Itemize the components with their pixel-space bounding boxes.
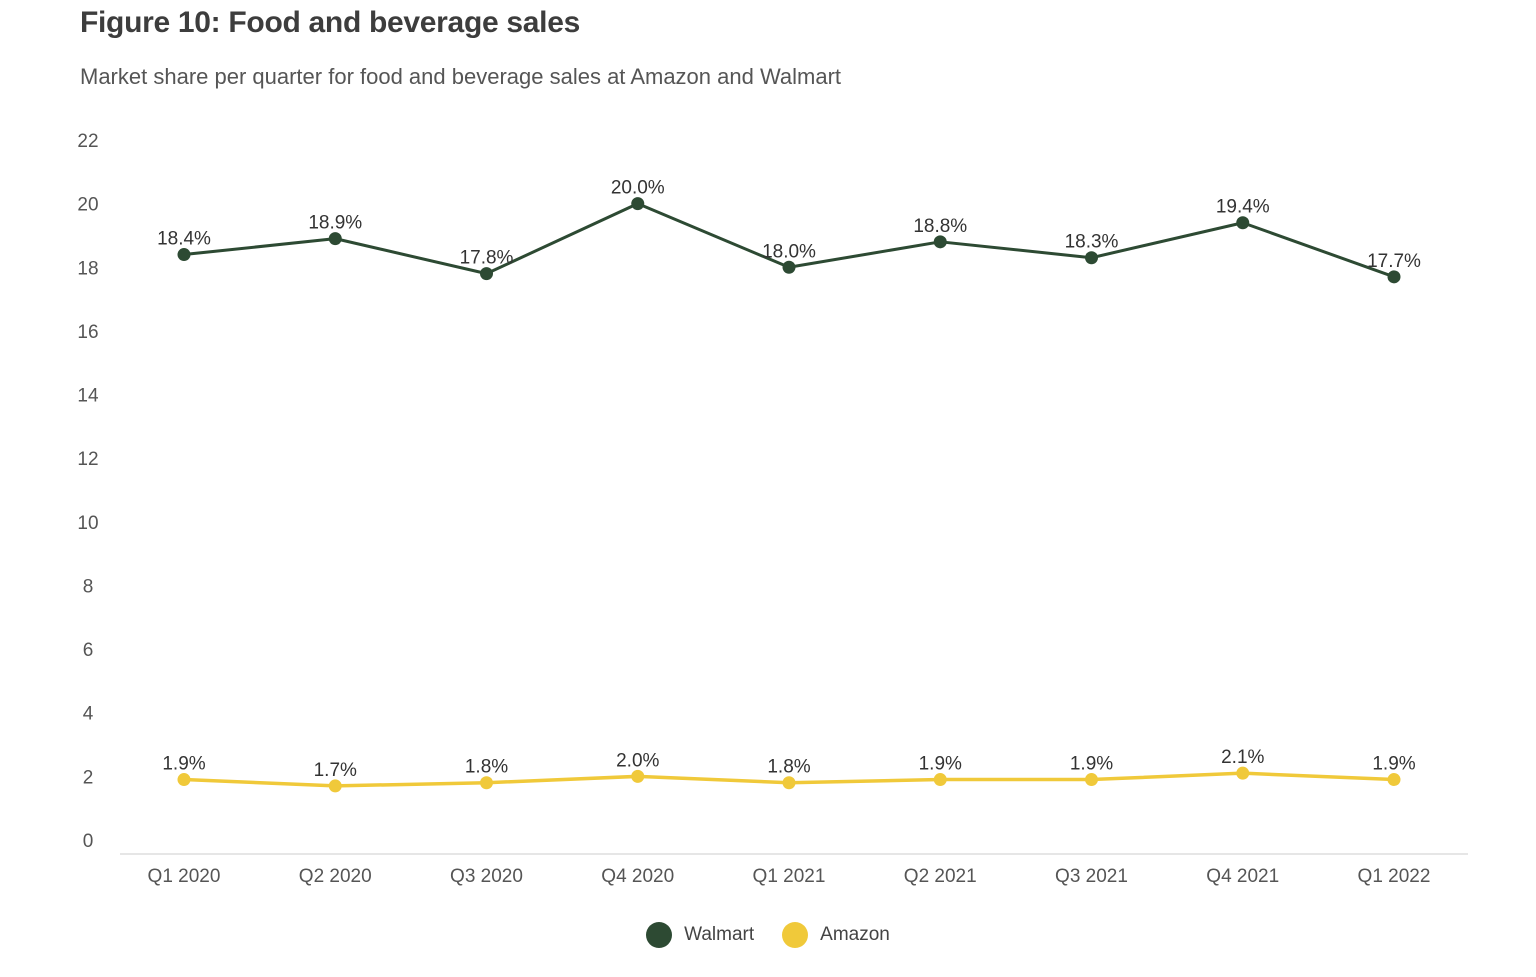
y-tick-label: 14	[77, 386, 99, 407]
data-label-walmart: 18.9%	[308, 213, 362, 234]
data-label-walmart: 18.8%	[913, 216, 967, 237]
x-tick-label: Q4 2021	[1206, 866, 1279, 887]
chart-title: Figure 10: Food and beverage sales	[80, 6, 580, 39]
y-tick-label: 12	[77, 449, 98, 470]
x-tick-label: Q2 2021	[904, 866, 977, 887]
data-label-walmart: 20.0%	[611, 178, 665, 199]
data-point-walmart	[782, 260, 796, 274]
x-tick-label: Q1 2021	[753, 866, 826, 887]
legend-label-amazon: Amazon	[820, 924, 890, 945]
data-label-amazon: 2.1%	[1221, 747, 1264, 768]
legend-swatch-amazon	[782, 922, 809, 948]
data-point-walmart	[328, 232, 342, 246]
data-label-amazon: 1.9%	[919, 754, 962, 775]
y-tick-label: 6	[83, 640, 94, 661]
data-label-amazon: 1.9%	[162, 754, 205, 775]
data-label-walmart: 17.7%	[1367, 251, 1421, 272]
data-point-amazon	[1387, 773, 1401, 787]
data-point-walmart	[177, 248, 191, 262]
legend-label-walmart: Walmart	[684, 924, 755, 945]
y-tick-label: 20	[77, 195, 98, 216]
y-tick-label: 18	[77, 258, 98, 279]
data-label-walmart: 17.8%	[460, 248, 514, 269]
data-label-walmart: 18.4%	[157, 229, 211, 250]
y-tick-label: 22	[77, 131, 98, 152]
data-label-walmart: 18.3%	[1065, 232, 1119, 253]
x-tick-label: Q3 2020	[450, 866, 523, 887]
data-label-walmart: 18.0%	[762, 241, 816, 262]
data-point-walmart	[631, 197, 645, 211]
data-label-walmart: 19.4%	[1216, 197, 1270, 218]
x-tick-label: Q1 2020	[148, 866, 221, 887]
y-tick-label: 8	[83, 576, 94, 597]
data-point-walmart	[1236, 216, 1250, 230]
y-tick-label: 4	[83, 704, 94, 725]
data-point-amazon	[480, 776, 493, 790]
data-point-amazon	[933, 773, 947, 787]
data-point-amazon	[631, 769, 645, 783]
y-tick-label: 16	[77, 322, 98, 343]
data-point-walmart	[1085, 251, 1098, 265]
x-tick-label: Q1 2022	[1358, 866, 1431, 887]
data-label-amazon: 1.9%	[1070, 754, 1113, 775]
data-label-amazon: 1.7%	[314, 760, 357, 781]
data-label-amazon: 1.8%	[465, 757, 508, 778]
data-label-amazon: 2.0%	[616, 750, 659, 771]
data-point-amazon	[1085, 773, 1098, 787]
y-tick-label: 2	[83, 767, 94, 788]
y-tick-label: 0	[83, 831, 94, 852]
x-tick-label: Q2 2020	[299, 866, 372, 887]
legend-item-walmart[interactable]: Walmart	[646, 922, 754, 948]
legend-item-amazon[interactable]: Amazon	[782, 922, 890, 948]
data-label-amazon: 1.9%	[1372, 754, 1415, 775]
y-tick-label: 10	[77, 513, 98, 534]
data-point-walmart	[480, 267, 493, 281]
data-point-amazon	[782, 776, 796, 790]
data-label-amazon: 1.8%	[767, 757, 810, 778]
data-point-walmart	[1387, 270, 1401, 284]
data-point-walmart	[933, 235, 947, 249]
legend: Walmart Amazon	[0, 922, 1536, 948]
x-tick-label: Q3 2021	[1055, 866, 1128, 887]
data-point-amazon	[328, 779, 342, 793]
legend-swatch-walmart	[646, 922, 673, 948]
data-point-amazon	[177, 773, 191, 787]
chart-subtitle: Market share per quarter for food and be…	[80, 64, 842, 89]
x-tick-label: Q4 2020	[601, 866, 674, 887]
data-point-amazon	[1236, 766, 1250, 780]
